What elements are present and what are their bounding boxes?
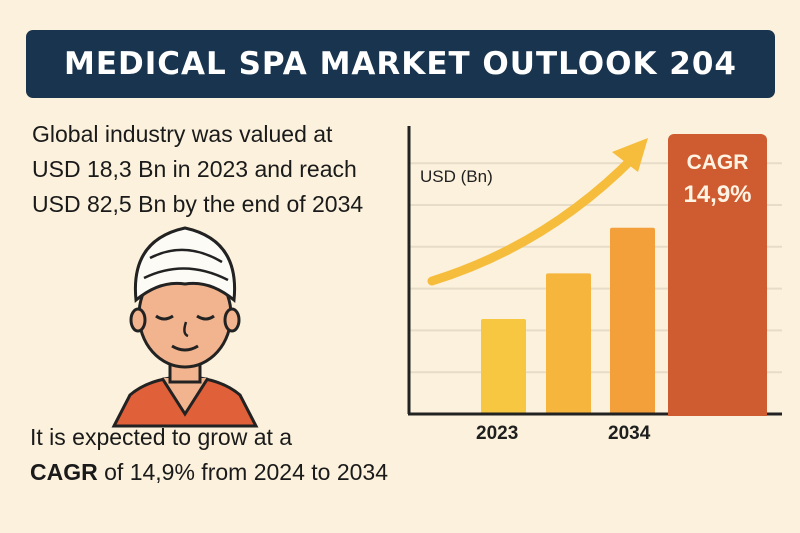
trend-arrow [427,150,641,286]
intro-line-3: USD 82,5 Bn by the end of 2034 [32,191,364,217]
trend-arrow-head [612,138,648,172]
spa-woman-illustration [111,226,259,428]
intro-line-1: Global industry was valued at [32,121,333,147]
bar-1 [546,273,591,414]
intro-text: Global industry was valued at USD 18,3 B… [32,117,412,222]
intro-line-2: USD 18,3 Bn in 2023 and reach [32,156,357,182]
chart-bars [481,227,655,414]
outro-line-1: It is expected to grow at a [30,424,293,450]
outro-line-2: CAGR of 14,9% from 2024 to 2034 [30,455,470,490]
bar-0 [481,319,526,414]
title-banner: MEDICAL SPA MARKET OUTLOOK 204 [26,30,775,98]
bar-2 [610,227,655,414]
cagr-card: CAGR 14,9% [668,134,767,416]
cagr-label: CAGR [686,151,749,174]
x-tick-label-2023: 2023 [476,423,519,444]
y-axis-label: USD (Bn) [420,167,493,186]
outro-cagr-bold: CAGR [30,459,98,485]
x-tick-label-2034: 2034 [608,423,651,444]
page-title: MEDICAL SPA MARKET OUTLOOK 204 [64,46,737,82]
outro-line-2-rest: of 14,9% from 2024 to 2034 [97,459,388,485]
outro-text: It is expected to grow at a CAGR of 14,9… [30,420,470,490]
cagr-value: 14,9% [683,181,752,208]
